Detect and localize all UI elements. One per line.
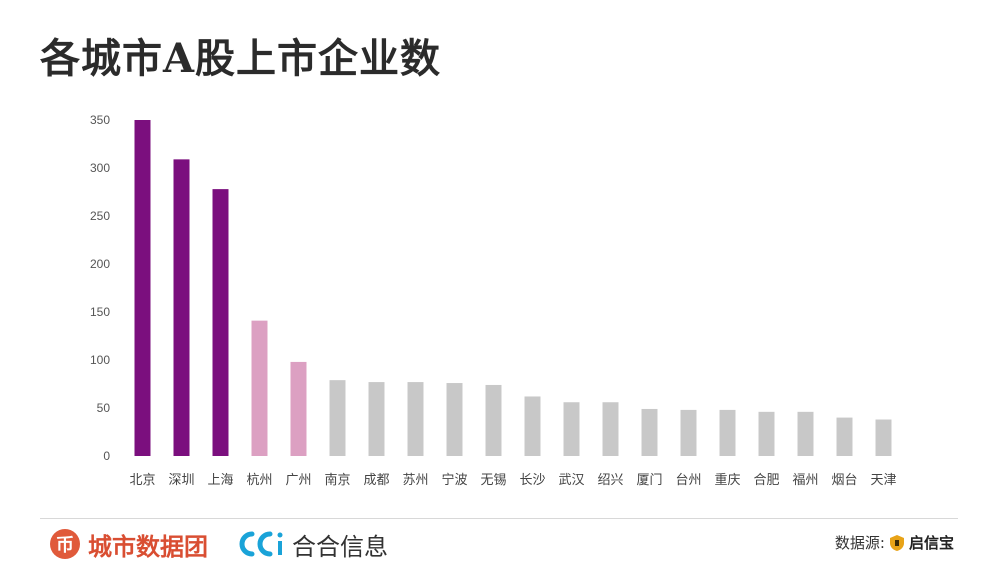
bar-11 <box>563 402 580 456</box>
x-category-label: 南京 <box>324 472 350 488</box>
x-category-label: 广州 <box>285 473 311 488</box>
bars <box>134 120 892 457</box>
y-tick-label: 300 <box>90 161 110 175</box>
bar-15 <box>719 409 736 456</box>
x-category-label: 厦门 <box>636 473 662 488</box>
bar-10 <box>524 396 541 456</box>
source-brand: 启信宝 <box>908 534 954 552</box>
y-tick-label: 150 <box>90 305 110 319</box>
x-category-label: 烟台 <box>831 473 857 488</box>
source-label: 数据源: <box>834 534 885 552</box>
x-category-label: 深圳 <box>168 473 194 488</box>
hehe-xinxi-logo-icon <box>238 529 286 559</box>
bar-9 <box>485 384 502 456</box>
brand-hehe-xinxi: 合合信息 <box>238 526 388 562</box>
x-category-label: 上海 <box>207 473 233 488</box>
bar-14 <box>680 409 697 456</box>
x-category-label: 杭州 <box>246 473 272 488</box>
bar-2 <box>212 189 229 456</box>
bar-6 <box>368 382 385 456</box>
bar-19 <box>875 419 892 456</box>
bar-0 <box>134 120 151 456</box>
bar-chart: 0 50 100 150 200 250 300 350 北京 深圳 上海 杭州 广州 南京 成都 苏州 宁波… <box>90 113 897 488</box>
bar-7 <box>407 382 424 456</box>
bar-18 <box>836 417 853 456</box>
qixinbao-logo-icon <box>889 534 905 552</box>
y-tick-label: 250 <box>90 209 110 223</box>
y-tick-label: 100 <box>90 353 110 367</box>
y-tick-label: 0 <box>103 449 110 463</box>
footer: 币 城市数据团 合合信息 数据源: 启信宝 <box>0 522 1000 567</box>
bar-3 <box>251 320 268 456</box>
data-source: 数据源: 启信宝 <box>835 532 954 553</box>
bar-12 <box>602 402 619 456</box>
brand-chengshi-shujutuan: 币 城市数据团 <box>50 526 208 562</box>
x-category-label: 武汉 <box>558 473 584 488</box>
bar-5 <box>329 380 346 456</box>
x-category-label: 合肥 <box>753 473 779 488</box>
x-axis: 北京 深圳 上海 杭州 广州 南京 成都 苏州 宁波 无锡 长沙 武汉 绍兴 厦门 台州 重庆 合肥 福州 烟台 天津 <box>129 472 896 488</box>
y-tick-label: 200 <box>90 257 110 271</box>
chart-title: 各城市A股上市企业数 <box>40 35 442 82</box>
y-tick-label: 50 <box>97 401 111 415</box>
brand2-name: 合合信息 <box>292 532 388 561</box>
x-category-label: 苏州 <box>402 472 428 488</box>
x-category-label: 天津 <box>870 473 896 488</box>
x-category-label: 台州 <box>675 473 701 488</box>
bar-4 <box>290 361 307 456</box>
x-category-label: 成都 <box>363 473 389 488</box>
x-category-label: 长沙 <box>519 473 545 488</box>
bar-8 <box>446 383 463 456</box>
brand1-name: 城市数据团 <box>88 532 208 561</box>
x-category-label: 北京 <box>129 473 155 488</box>
bar-13 <box>641 408 658 456</box>
x-category-label: 宁波 <box>441 472 467 488</box>
x-category-label: 福州 <box>792 473 818 488</box>
x-category-label: 无锡 <box>480 473 506 488</box>
x-category-label: 重庆 <box>714 472 740 488</box>
footer-divider <box>40 518 958 519</box>
y-axis: 0 50 100 150 200 250 300 350 <box>90 113 110 463</box>
bar-1 <box>173 159 190 457</box>
y-tick-label: 350 <box>90 113 110 127</box>
bar-16 <box>758 411 775 456</box>
chengshi-shujutuan-logo-icon: 币 <box>50 529 80 559</box>
x-category-label: 绍兴 <box>597 473 623 488</box>
bar-17 <box>797 411 814 456</box>
